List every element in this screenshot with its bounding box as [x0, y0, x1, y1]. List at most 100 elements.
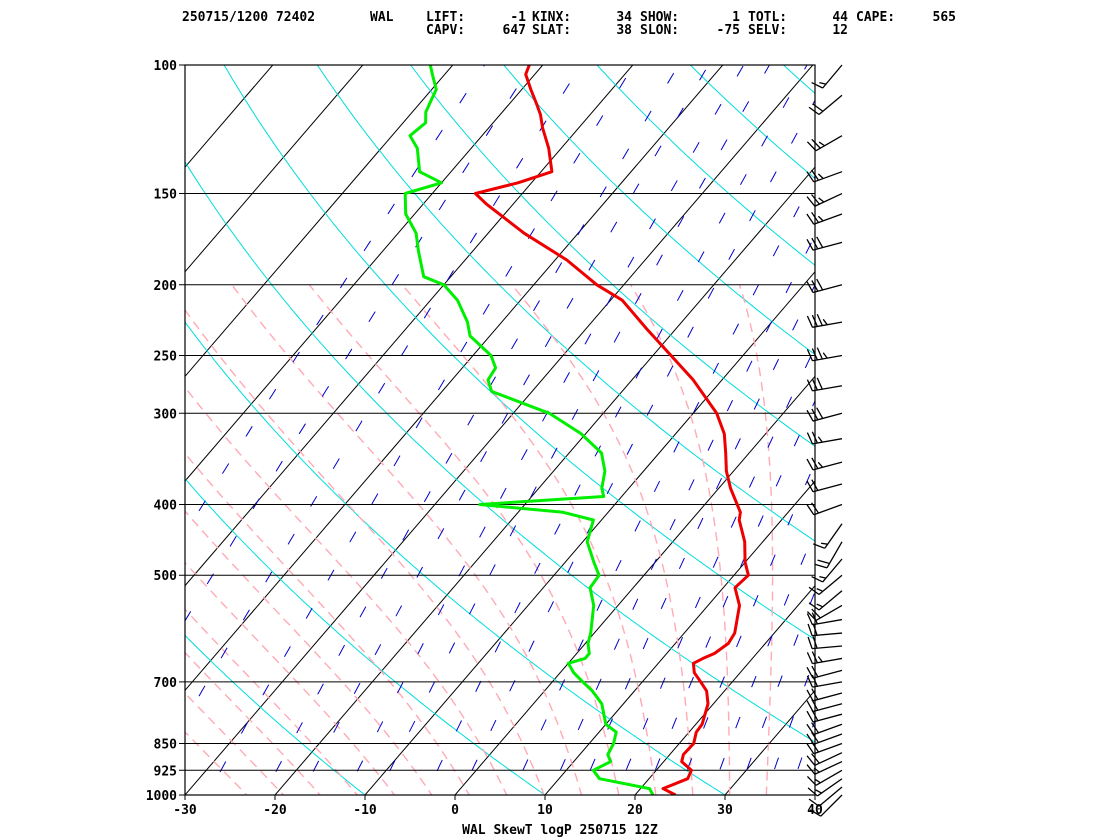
mixing-ratio-line — [549, 234, 815, 795]
wind-barb — [806, 347, 843, 362]
plot-frame — [184, 64, 816, 796]
dry-adiabat-line — [185, 634, 366, 795]
mixing-ratio-line — [300, 65, 709, 795]
mixing-ratio-line — [185, 65, 582, 722]
dry-adiabat-line — [596, 65, 815, 266]
dry-adiabat-line — [782, 65, 815, 95]
isotherm-line — [185, 65, 724, 692]
mixing-ratio-line — [644, 399, 815, 795]
index-selv-value: 12 — [832, 23, 848, 38]
index-capv-value: 647 — [502, 23, 526, 38]
index-slat-label: SLAT: — [532, 23, 572, 38]
wind-barb — [806, 612, 843, 626]
wind-barb — [806, 709, 843, 723]
pressure-tick-label: 150 — [154, 188, 178, 203]
moist-adiabat-line — [629, 284, 731, 795]
index-selv-label: SELV: — [748, 23, 788, 38]
index-lift-label: LIFT: — [426, 10, 466, 25]
index-totl-label: TOTL: — [748, 10, 788, 25]
moist-adiabat-line — [185, 561, 396, 795]
index-show-value: 1 — [732, 10, 740, 25]
isotherm-line — [0, 32, 212, 811]
index-capv-label: CAPV: — [426, 23, 466, 38]
wind-barb — [806, 741, 843, 755]
isotherm-line — [454, 375, 815, 795]
chart-series — [403, 65, 750, 795]
wind-barb — [808, 786, 843, 807]
wind-barb — [806, 699, 843, 713]
isotherm-line — [185, 65, 364, 273]
index-slon-value: -75 — [716, 23, 740, 38]
dry-adiabat-line — [223, 65, 815, 641]
wind-barb — [806, 479, 843, 493]
moist-adiabat-line — [401, 284, 657, 795]
wind-barb — [808, 574, 843, 596]
station-id: WAL — [370, 10, 394, 25]
isotherm-line — [185, 65, 544, 482]
wind-barb — [811, 64, 843, 89]
wind-barb — [806, 722, 843, 736]
isotherm-line — [724, 689, 815, 795]
temperature-trace — [473, 65, 750, 795]
mixing-ratio-line — [615, 346, 815, 795]
index-cape-label: CAPE: — [856, 10, 896, 25]
moist-adiabat-line — [185, 308, 545, 795]
pressure-tick-label: 925 — [154, 764, 177, 779]
pressure-tick-label: 1000 — [146, 789, 177, 804]
wind-barb — [807, 623, 843, 637]
moist-adiabat-line — [308, 284, 620, 795]
temperature-tick-label: -30 — [173, 803, 197, 818]
temperature-tick-label: 20 — [627, 803, 643, 818]
wind-barb — [807, 636, 843, 650]
index-cape-value: 565 — [932, 10, 956, 25]
wind-barb — [806, 407, 843, 422]
mixing-ratio-line — [764, 657, 815, 795]
isotherm-line — [634, 584, 815, 795]
wind-barb — [813, 523, 843, 549]
index-lift-value: -1 — [510, 10, 526, 25]
mixing-ratio-line — [185, 65, 532, 622]
temperature-tick-label: 40 — [807, 803, 823, 818]
isotherm-line — [892, 32, 1120, 811]
moist-adiabat-line — [185, 608, 359, 795]
station-time: 250715/1200 72402 — [182, 10, 316, 25]
wind-barb — [806, 278, 843, 294]
wind-barb — [811, 558, 843, 583]
mixing-ratio-line — [424, 65, 808, 795]
index-totl-value: 44 — [832, 10, 848, 25]
temperature-tick-label: -10 — [353, 803, 377, 818]
mixing-ratio-line — [579, 283, 815, 795]
wind-barb — [806, 236, 843, 251]
isotherm-line — [544, 480, 815, 795]
dry-adiabat-line — [185, 321, 726, 795]
index-slat-value: 38 — [616, 23, 632, 38]
wind-barb — [806, 731, 843, 745]
mixing-ratio-line — [676, 462, 815, 795]
moist-adiabat-line — [185, 651, 322, 795]
moist-adiabat-line — [738, 284, 774, 795]
pressure-tick-label: 400 — [154, 499, 178, 514]
mixing-ratio-line — [788, 718, 815, 795]
dewpoint-trace — [403, 65, 655, 795]
temperature-tick-label: 10 — [537, 803, 553, 818]
pressure-tick-label: 700 — [154, 676, 178, 691]
isotherm-line — [185, 65, 274, 168]
mixing-ratio-line — [262, 65, 680, 795]
index-kinx-value: 34 — [616, 10, 632, 25]
index-slon-label: SLON: — [640, 23, 680, 38]
wind-barbs — [806, 64, 843, 817]
wind-barb — [807, 778, 843, 797]
moist-adiabat-line — [185, 386, 508, 795]
wind-barb — [806, 761, 843, 775]
wind-barb — [806, 688, 843, 702]
moist-adiabat-line — [185, 509, 433, 795]
moist-adiabat-line — [185, 730, 248, 795]
pressure-tick-label: 850 — [154, 737, 178, 752]
dry-adiabat-line — [185, 477, 546, 795]
isotherm-line — [274, 166, 815, 795]
pressure-tick-label: 250 — [154, 349, 178, 364]
pressure-tick-label: 500 — [154, 569, 178, 584]
wind-barb — [806, 502, 843, 516]
pressure-tick-label: 300 — [154, 407, 178, 422]
